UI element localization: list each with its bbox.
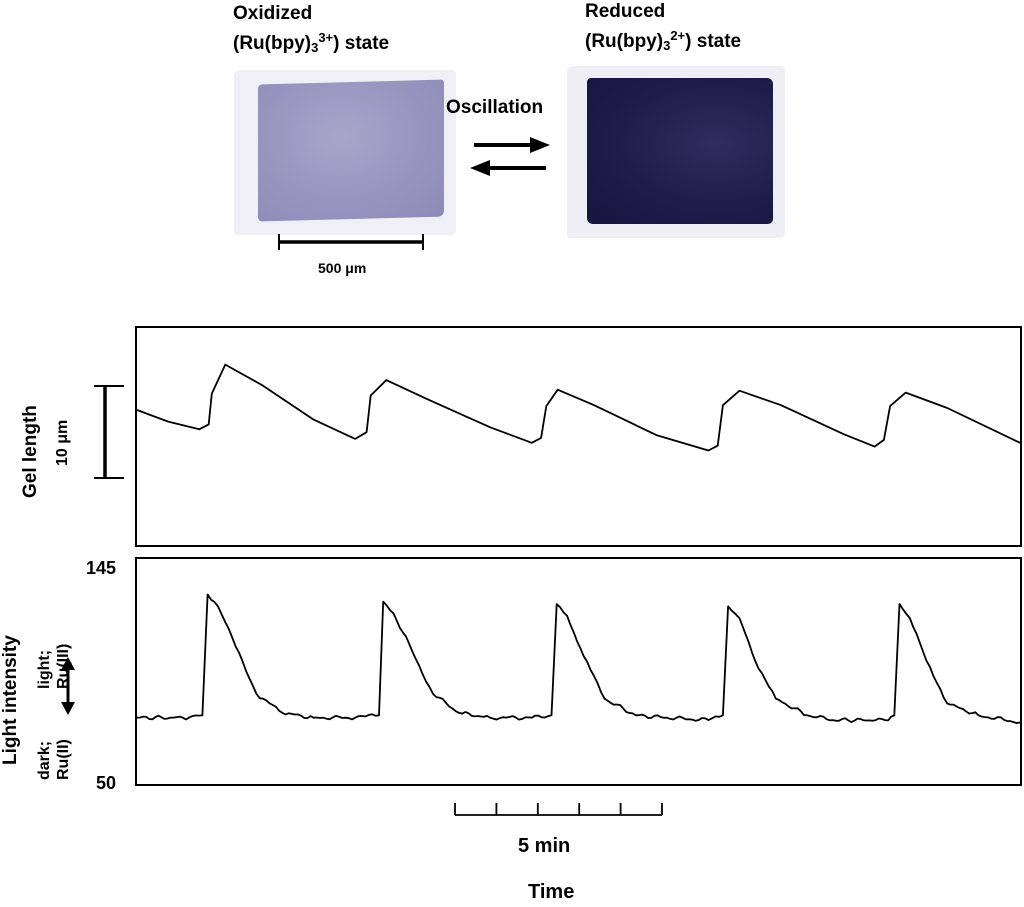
gel-length-scale-bar: [94, 385, 124, 479]
dark-annotation-line1: dark;: [36, 740, 53, 780]
reduced-gel-photo: [567, 66, 785, 238]
gel-length-scale-label: 10 μm: [54, 419, 71, 466]
time-axis-label: Time: [528, 881, 575, 903]
light-intensity-trace: [136, 593, 1021, 724]
equilibrium-arrows: [470, 137, 550, 176]
gel-length-trace: [136, 363, 1021, 452]
scale-bar-label: 500 μm: [318, 260, 367, 276]
gel-length-ylabel: Gel length: [20, 405, 41, 498]
reduced-state-label: Reduced (Ru(bpy)32+) state: [585, 0, 741, 58]
reduced-label-line2: (Ru(bpy)32+) state: [585, 28, 742, 53]
oxidized-gel-photo: [234, 70, 456, 235]
light-intensity-ylabel: Light intensity: [0, 635, 21, 765]
dark-annotation: dark; Ru(II): [35, 739, 73, 780]
light-annotation-line1: light;: [36, 649, 53, 689]
oxidized-label-line1: Oxidized: [233, 3, 313, 24]
light-intensity-chart: [135, 557, 1022, 786]
reduced-label-line1: Reduced: [585, 1, 666, 22]
y-tick-50: 50: [96, 773, 117, 793]
gel-length-chart: [135, 326, 1022, 547]
time-scale-label: 5 min: [518, 835, 571, 857]
oxidized-state-label: Oxidized (Ru(bpy)33+) state: [233, 2, 389, 60]
scale-bar-500um: [278, 234, 424, 250]
oscillation-label: Oscillation: [446, 97, 544, 118]
dark-annotation-line2: Ru(II): [55, 739, 72, 780]
gel-length-plot-area: [136, 363, 1021, 452]
oxidized-label-line2: (Ru(bpy)33+) state: [233, 30, 390, 55]
light-intensity-plot-area: [136, 593, 1021, 724]
time-scale-bar: [454, 803, 663, 816]
double-arrow-icon: [61, 657, 75, 715]
y-tick-145: 145: [86, 558, 117, 578]
